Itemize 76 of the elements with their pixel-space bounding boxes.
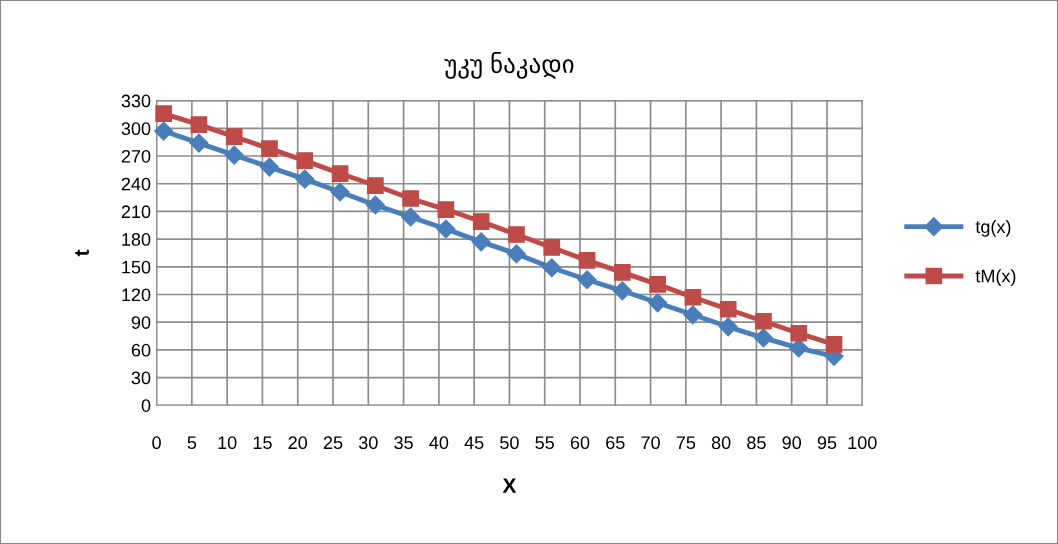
x-axis-title: X (502, 478, 517, 493)
x-tick-label: 80 (711, 436, 731, 450)
x-tick-label: 100 (848, 436, 877, 450)
point (719, 300, 737, 318)
x-tick-label: 75 (676, 436, 696, 450)
point (790, 324, 808, 342)
x-tick-label: 0 (152, 436, 161, 450)
x-tick-label: 65 (606, 436, 625, 450)
point (401, 207, 421, 227)
y-tick-label: 300 (121, 122, 151, 136)
point (295, 169, 315, 189)
x-tick-label: 85 (747, 436, 766, 450)
y-tick-label: 60 (131, 343, 151, 357)
point (261, 140, 278, 157)
point (190, 116, 208, 133)
x-tick-label: 35 (394, 436, 413, 450)
point (402, 190, 419, 207)
point (684, 288, 702, 306)
x-tick-label: 60 (570, 436, 590, 450)
point (543, 239, 561, 256)
point (683, 305, 703, 325)
x-tick-label: 10 (218, 436, 237, 450)
x-tick-label: 50 (500, 436, 519, 450)
point (506, 244, 527, 264)
point (508, 226, 525, 243)
point (542, 258, 562, 278)
x-tick-label: 40 (429, 436, 449, 450)
y-tick-label: 240 (121, 177, 151, 191)
y-tick-label: 270 (121, 149, 151, 163)
point (471, 232, 491, 252)
chart-title: უკუ ნაკადი (444, 52, 574, 79)
point (437, 201, 455, 218)
point (155, 105, 172, 122)
x-tick-label: 20 (288, 436, 308, 450)
x-tick-label: 5 (187, 436, 197, 450)
y-axis-title: t (75, 249, 89, 257)
x-tick-label: 90 (782, 436, 802, 450)
point (472, 213, 490, 230)
x-tick-label: 15 (253, 436, 272, 450)
x-tick-label: 25 (323, 436, 343, 450)
y-tick-label: 0 (141, 399, 151, 412)
point (296, 152, 314, 169)
x-tick-label: 95 (817, 436, 837, 450)
point (330, 182, 350, 202)
point (578, 252, 596, 269)
point (225, 128, 243, 145)
point (612, 281, 632, 301)
point (649, 276, 666, 293)
y-tick-label: 120 (122, 288, 151, 302)
y-tick-label: 30 (131, 371, 151, 385)
point (154, 121, 174, 141)
point (755, 312, 772, 330)
point (825, 336, 843, 353)
legend-label: tM(x) (975, 269, 1016, 287)
point (224, 145, 244, 165)
point (331, 165, 349, 182)
point (577, 270, 597, 290)
point (614, 264, 631, 281)
point (259, 157, 280, 177)
point (648, 293, 668, 313)
y-tick-label: 330 (121, 94, 151, 108)
x-tick-label: 45 (464, 436, 484, 450)
x-tick-label: 30 (358, 436, 378, 450)
point (367, 177, 384, 194)
point (365, 195, 385, 215)
x-tick-label: 70 (641, 436, 660, 450)
point (753, 328, 774, 348)
point (718, 317, 738, 337)
point (189, 133, 209, 153)
y-tick-label: 150 (122, 260, 151, 274)
point (436, 219, 456, 239)
y-tick-label: 210 (121, 205, 151, 219)
x-tick-label: 55 (535, 436, 554, 450)
y-tick-label: 90 (131, 316, 151, 329)
legend-label: tg(x) (975, 219, 1011, 237)
y-tick-label: 180 (122, 233, 151, 246)
